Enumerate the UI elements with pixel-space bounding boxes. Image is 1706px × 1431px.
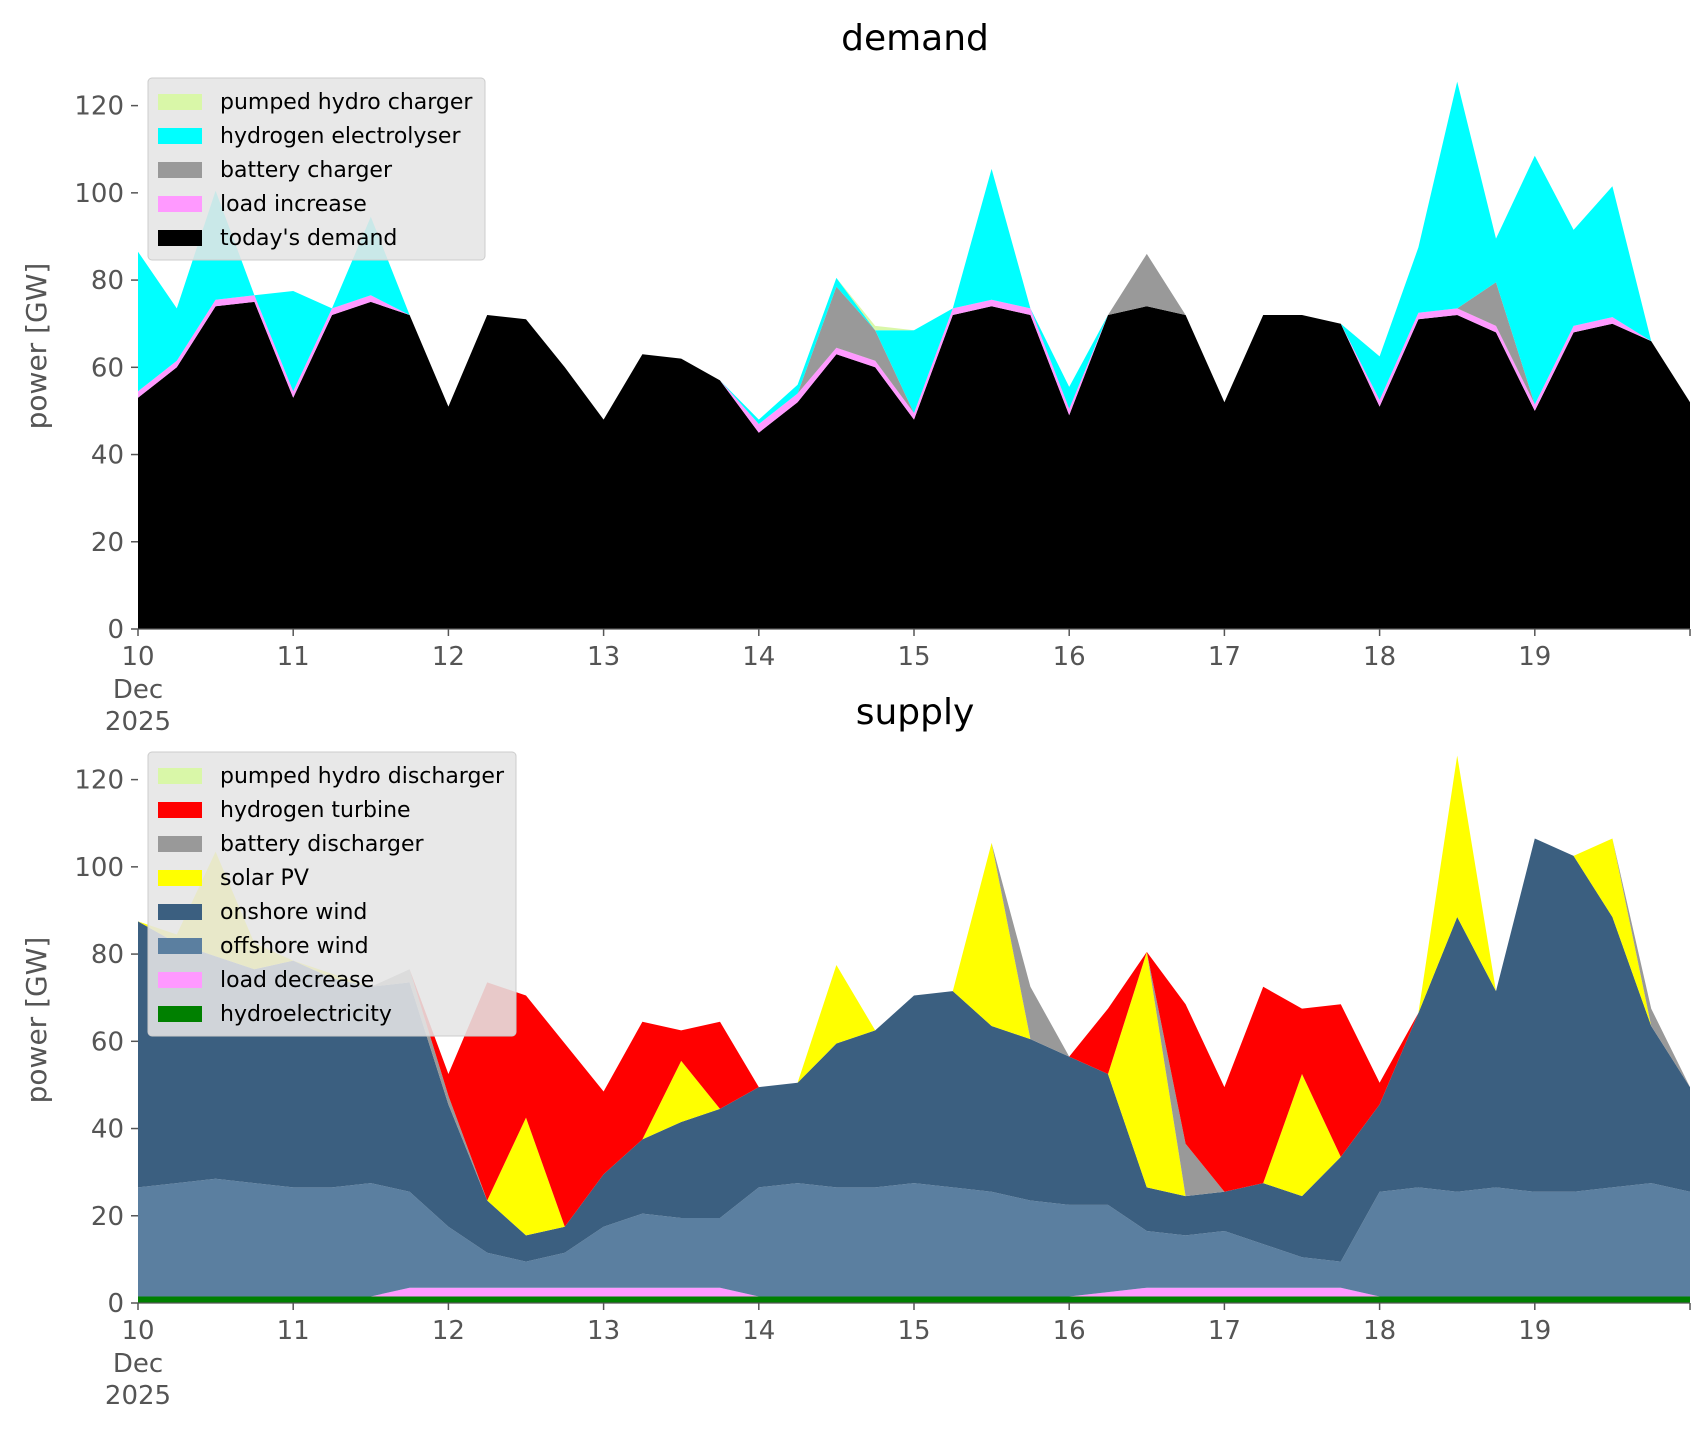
supply-x-sublabel: 2025 (105, 1381, 171, 1411)
supply-legend-label-onshore-wind: onshore wind (220, 900, 367, 925)
supply-title: supply (856, 692, 975, 733)
supply-legend-swatch-pumped-hydro-discharger (158, 768, 202, 784)
supply-x-tick-label: 17 (1208, 1316, 1241, 1346)
demand-y-tick-label: 40 (91, 441, 124, 471)
supply-legend-box (147, 751, 517, 1037)
demand-legend-swatch-load-increase (158, 196, 202, 212)
supply-legend-swatch-offshore-wind (158, 938, 202, 954)
demand-legend-swatch-hydrogen-electrolyser (158, 128, 202, 144)
demand-legend-label-hydrogen-electrolyser: hydrogen electrolyser (220, 124, 461, 149)
supply-area-offshore-wind (138, 1178, 1690, 1297)
demand-x-tick-label: 13 (587, 642, 620, 672)
supply-area-load-decrease (138, 1287, 1690, 1297)
supply-y-tick-label: 60 (91, 1027, 124, 1057)
supply-legend-label-solar-pv: solar PV (220, 866, 309, 891)
demand-y-tick-label: 120 (74, 92, 124, 122)
demand-y-tick-label: 100 (74, 179, 124, 209)
demand-area-today-s-demand (138, 301, 1690, 629)
supply-x-tick-label: 14 (742, 1316, 775, 1346)
supply-x-sublabel: Dec (113, 1349, 163, 1379)
demand-x-tick-label: 10 (121, 642, 154, 672)
demand-x-tick-label: 11 (277, 642, 310, 672)
supply-y-tick-label: 100 (74, 853, 124, 883)
supply-x-tick-label: 19 (1518, 1316, 1551, 1346)
demand-y-axis-label: power [GW] (20, 263, 53, 430)
supply-x-tick-label: 11 (277, 1316, 310, 1346)
supply-area-solar-pv (138, 755, 1690, 1236)
demand-title: demand (841, 18, 989, 59)
supply-area-onshore-wind (138, 838, 1690, 1262)
supply-x-tick-label: 16 (1053, 1316, 1086, 1346)
supply-x-tick-label: 18 (1363, 1316, 1396, 1346)
supply-legend-swatch-hydroelectricity (158, 1006, 202, 1022)
demand-x-tick-label: 17 (1208, 642, 1241, 672)
supply-legend-label-hydrogen-turbine: hydrogen turbine (220, 798, 411, 823)
demand-area-layer (138, 81, 1690, 629)
demand-x-tick-label: 19 (1518, 642, 1551, 672)
supply-y-axis-label: power [GW] (20, 937, 53, 1104)
supply-y-tick-label: 80 (91, 940, 124, 970)
demand-y-tick-label: 60 (91, 353, 124, 383)
supply-x-tick-label: 10 (121, 1316, 154, 1346)
supply-x-tick-label: 12 (432, 1316, 465, 1346)
demand-legend-swatch-pumped-hydro-charger (158, 94, 202, 110)
supply-legend-swatch-battery-discharger (158, 836, 202, 852)
demand-y-tick-label: 20 (91, 528, 124, 558)
supply-legend-label-battery-discharger: battery discharger (220, 832, 425, 857)
demand-x-tick-label: 15 (897, 642, 930, 672)
demand-legend-label-battery-charger: battery charger (220, 158, 393, 183)
demand-legend-label-pumped-hydro-charger: pumped hydro charger (220, 90, 473, 115)
supply-legend-label-load-decrease: load decrease (220, 968, 374, 993)
supply-y-tick-label: 20 (91, 1202, 124, 1232)
demand-legend-label-load-increase: load increase (220, 192, 367, 217)
demand-legend-label-today-s-demand: today's demand (220, 226, 397, 251)
supply-y-tick-label: 40 (91, 1115, 124, 1145)
demand-x-tick-label: 12 (432, 642, 465, 672)
supply-x-tick-label: 15 (897, 1316, 930, 1346)
supply-x-tick-label: 13 (587, 1316, 620, 1346)
supply-y-tick-label: 120 (74, 766, 124, 796)
supply-legend-label-offshore-wind: offshore wind (220, 934, 369, 959)
demand-x-tick-label: 14 (742, 642, 775, 672)
supply-legend-swatch-solar-pv (158, 870, 202, 886)
supply-y-tick-label: 0 (107, 1289, 124, 1319)
supply-legend-swatch-load-decrease (158, 972, 202, 988)
demand-legend-swatch-today-s-demand (158, 230, 202, 246)
demand-y-tick-label: 80 (91, 266, 124, 296)
demand-y-tick-label: 0 (107, 615, 124, 645)
demand-area-hydrogen-electrolyser (138, 81, 1690, 424)
supply-area-hydroelectricity (138, 1296, 1690, 1303)
demand-legend-swatch-battery-charger (158, 162, 202, 178)
supply-area-layer (138, 755, 1690, 1303)
supply-legend: pumped hydro discharger hydrogen turbine b… (147, 751, 517, 1037)
demand-x-tick-label: 16 (1053, 642, 1086, 672)
supply-chart: supply power [GW] 10 11 12 13 14 15 16 17 18 19 De… (20, 692, 1691, 1411)
supply-legend-swatch-onshore-wind (158, 904, 202, 920)
demand-x-sublabel: 2025 (105, 707, 171, 737)
supply-area-hydrogen-turbine (138, 755, 1690, 1227)
demand-x-sublabel: Dec (113, 675, 163, 705)
demand-legend-box (147, 77, 486, 261)
supply-legend-label-pumped-hydro-discharger: pumped hydro discharger (220, 764, 505, 789)
demand-chart: demand power [GW] 10 11 12 13 14 15 16 17 18 19 De… (20, 18, 1691, 737)
supply-legend-swatch-hydrogen-turbine (158, 802, 202, 818)
supply-legend-label-hydroelectricity: hydroelectricity (220, 1002, 392, 1027)
demand-x-tick-label: 18 (1363, 642, 1396, 672)
demand-legend: pumped hydro charger hydrogen electrolyse… (147, 77, 486, 261)
